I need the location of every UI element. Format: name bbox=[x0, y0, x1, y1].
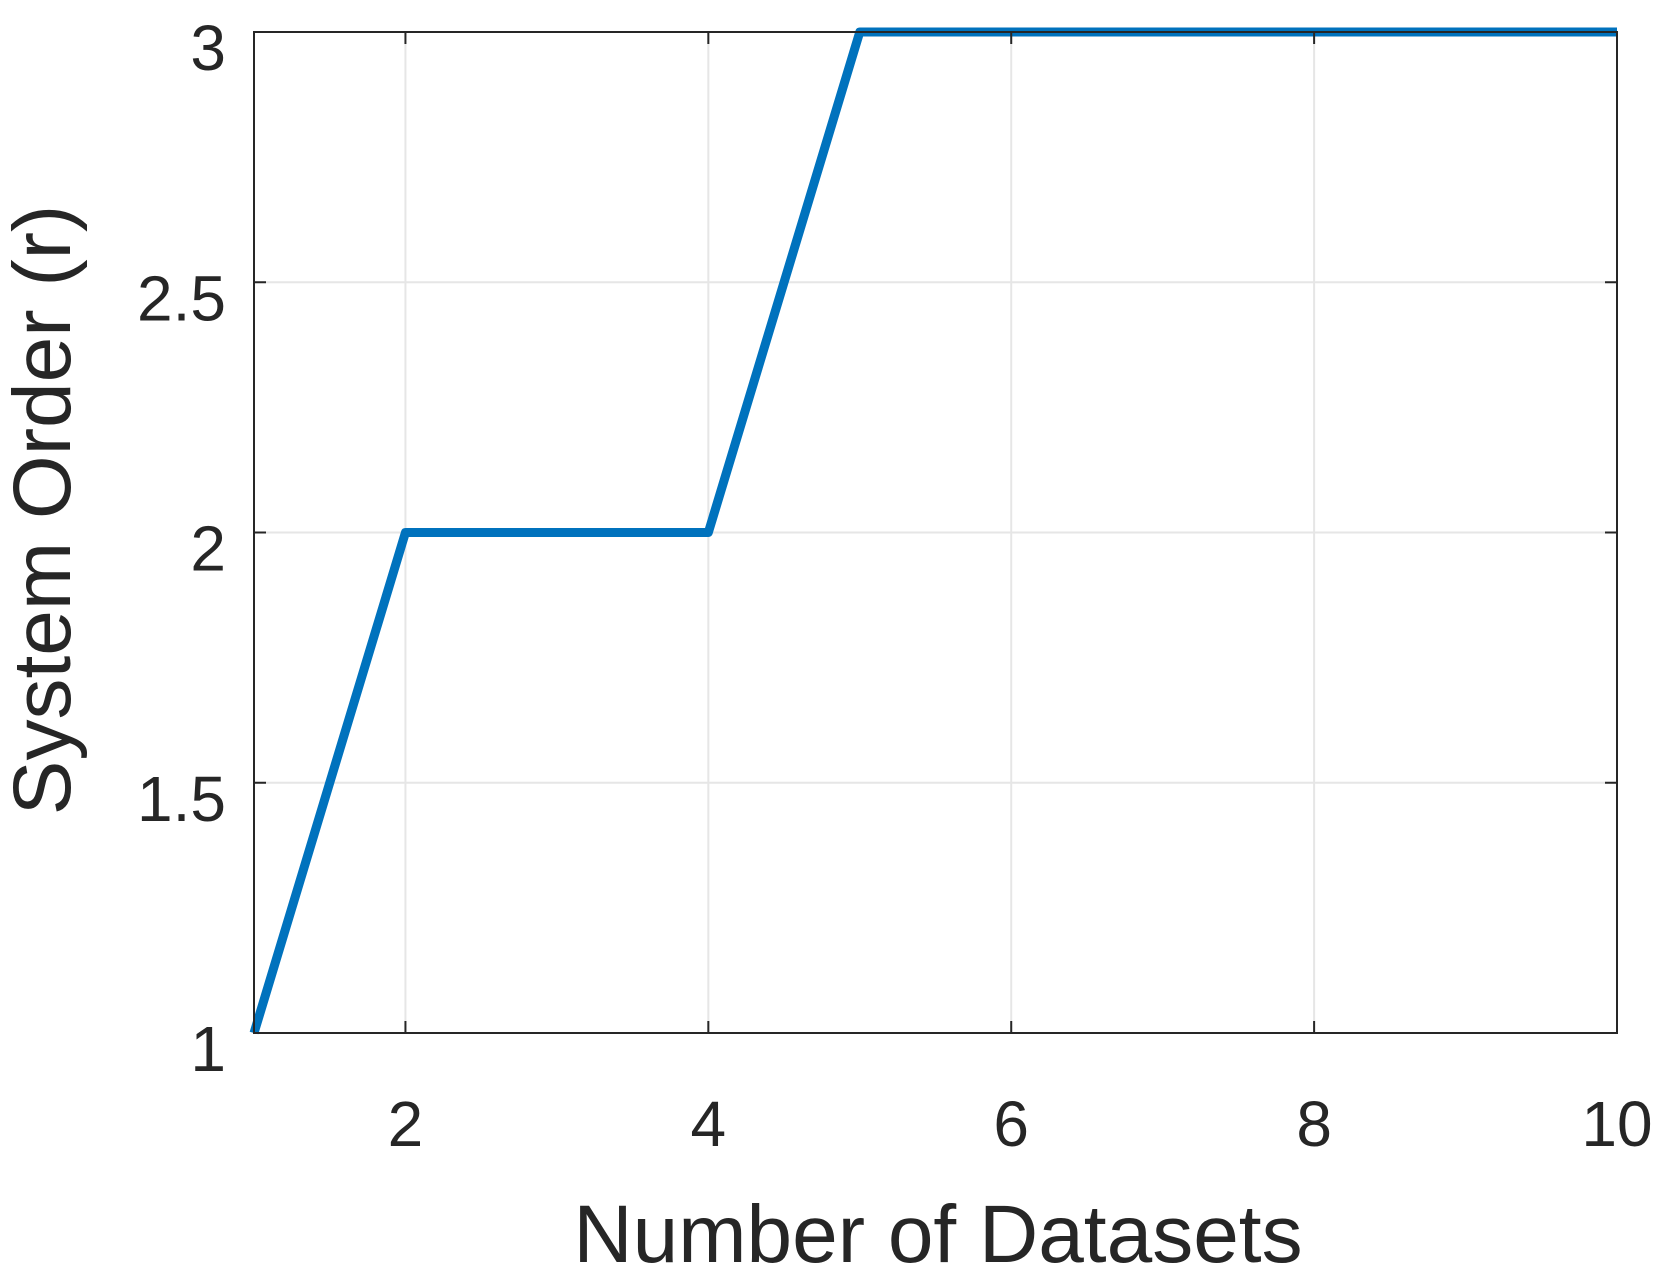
x-tick-labels: 2 4 6 8 10 bbox=[388, 1088, 1653, 1160]
y-tick-label: 2 bbox=[190, 513, 226, 585]
y-tick-label: 1 bbox=[190, 1013, 226, 1085]
x-tick-label: 10 bbox=[1581, 1088, 1652, 1160]
y-tick-labels: 1 1.5 2 2.5 3 bbox=[137, 12, 226, 1085]
y-tick-label: 3 bbox=[190, 12, 226, 84]
y-axis-title: System Order (r) bbox=[0, 205, 88, 815]
x-tick-label: 8 bbox=[1296, 1088, 1332, 1160]
x-tick-label: 4 bbox=[691, 1088, 727, 1160]
x-tick-label: 2 bbox=[388, 1088, 424, 1160]
x-axis-title: Number of Datasets bbox=[573, 1189, 1302, 1273]
tick-marks bbox=[254, 31, 1618, 1034]
y-tick-label: 2.5 bbox=[137, 262, 226, 334]
y-tick-label: 1.5 bbox=[137, 763, 226, 835]
x-tick-label: 6 bbox=[993, 1088, 1029, 1160]
